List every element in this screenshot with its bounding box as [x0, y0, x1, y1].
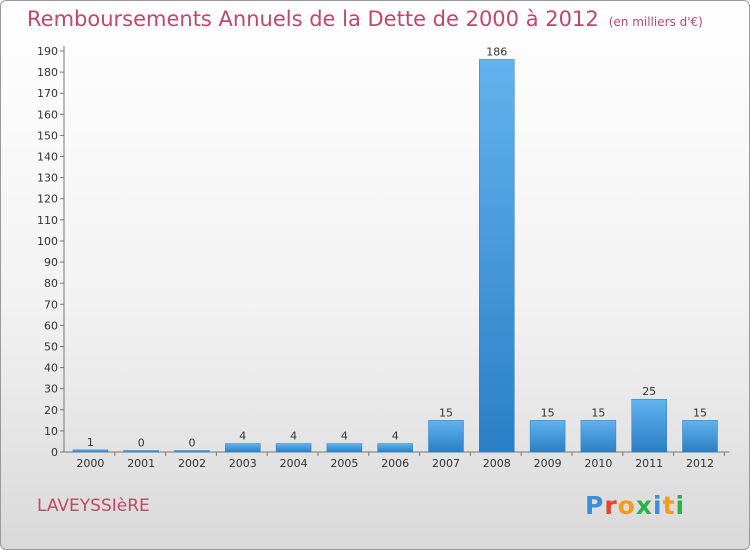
x-tick-label: 2004	[280, 457, 308, 470]
bar-value-label: 0	[138, 437, 145, 450]
y-tick-label: 150	[37, 129, 58, 142]
logo-letter: o	[617, 491, 636, 520]
y-tick-label: 50	[44, 340, 58, 353]
y-tick-label: 20	[44, 404, 58, 417]
x-tick-label: 2001	[127, 457, 155, 470]
y-axis: 0102030405060708090100110120130140150160…	[37, 45, 730, 459]
bar-2002	[174, 450, 210, 453]
logo-letter: i	[675, 491, 686, 520]
x-tick-label: 2010	[584, 457, 612, 470]
logo-letter: P	[585, 491, 605, 520]
bar-value-label: 4	[290, 430, 297, 443]
bar-value-label: 15	[693, 406, 707, 419]
x-tick-label: 2008	[483, 457, 511, 470]
bar-value-label: 15	[541, 406, 555, 419]
y-tick-label: 0	[51, 446, 58, 459]
bar-value-label: 15	[591, 406, 605, 419]
y-tick-label: 160	[37, 108, 58, 121]
x-tick-label: 2003	[229, 457, 257, 470]
logo-letter: t	[662, 491, 676, 520]
bar-2001	[123, 450, 159, 453]
x-tick-label: 2006	[381, 457, 409, 470]
y-tick-label: 90	[44, 256, 58, 269]
bar-2005	[326, 443, 363, 453]
x-tick-label: 2007	[432, 457, 460, 470]
y-tick-label: 30	[44, 383, 58, 396]
bar-value-label: 4	[341, 430, 348, 443]
bar-2011	[631, 398, 667, 453]
logo-letter: r	[604, 491, 618, 520]
proxiti-logo: Proxiti	[585, 491, 685, 520]
x-tick-label: 2005	[330, 457, 358, 470]
bar-2003	[225, 443, 261, 453]
y-tick-label: 180	[37, 66, 58, 79]
bars-group: 1 0 0 4 4 4 4 15 186 15 15 25 15	[72, 45, 718, 453]
bar-2004	[275, 443, 312, 453]
bar-value-label: 15	[439, 406, 453, 419]
x-tick-label: 2011	[635, 457, 663, 470]
bar-2008	[479, 59, 515, 453]
y-tick-label: 10	[44, 425, 58, 438]
y-tick-label: 120	[37, 193, 58, 206]
y-tick-label: 60	[44, 319, 58, 332]
y-tick-label: 40	[44, 362, 58, 375]
logo-letter: x	[635, 491, 653, 520]
title-text: Remboursements Annuels de la Dette de 20…	[27, 7, 599, 31]
y-tick-label: 140	[37, 151, 58, 164]
y-tick-label: 110	[37, 214, 58, 227]
unit-label: (en milliers d'€)	[608, 15, 703, 29]
x-tick-label: 2002	[178, 457, 206, 470]
bar-2007	[428, 420, 464, 453]
bar-value-label: 4	[392, 430, 399, 443]
y-tick-label: 130	[37, 172, 58, 185]
bar-2012	[682, 420, 718, 453]
bar-value-label: 0	[189, 437, 196, 450]
town-name: LAVEYSSIèRE	[37, 496, 150, 516]
y-tick-label: 70	[44, 298, 58, 311]
y-tick-label: 80	[44, 277, 58, 290]
chart-title: Remboursements Annuels de la Dette de 20…	[27, 7, 703, 31]
bar-value-label: 4	[239, 430, 246, 443]
x-tick-label: 2000	[76, 457, 104, 470]
x-tick-label: 2012	[686, 457, 714, 470]
x-axis: 2000 2001 2002 2003 2004 2005 2006 2007 2008 2009…	[76, 452, 725, 470]
bar-2010	[580, 420, 617, 453]
logo-letter: i	[653, 491, 663, 520]
x-tick-label: 2009	[534, 457, 562, 470]
y-tick-label: 190	[37, 45, 58, 58]
y-tick-label: 100	[37, 235, 58, 248]
bar-2009	[529, 420, 566, 453]
bar-2006	[377, 443, 413, 453]
bar-value-label: 25	[642, 385, 656, 398]
bar-2000	[72, 449, 109, 453]
y-tick-label: 170	[37, 87, 58, 100]
bar-value-label: 1	[87, 436, 94, 449]
bar-value-label: 186	[486, 45, 507, 58]
